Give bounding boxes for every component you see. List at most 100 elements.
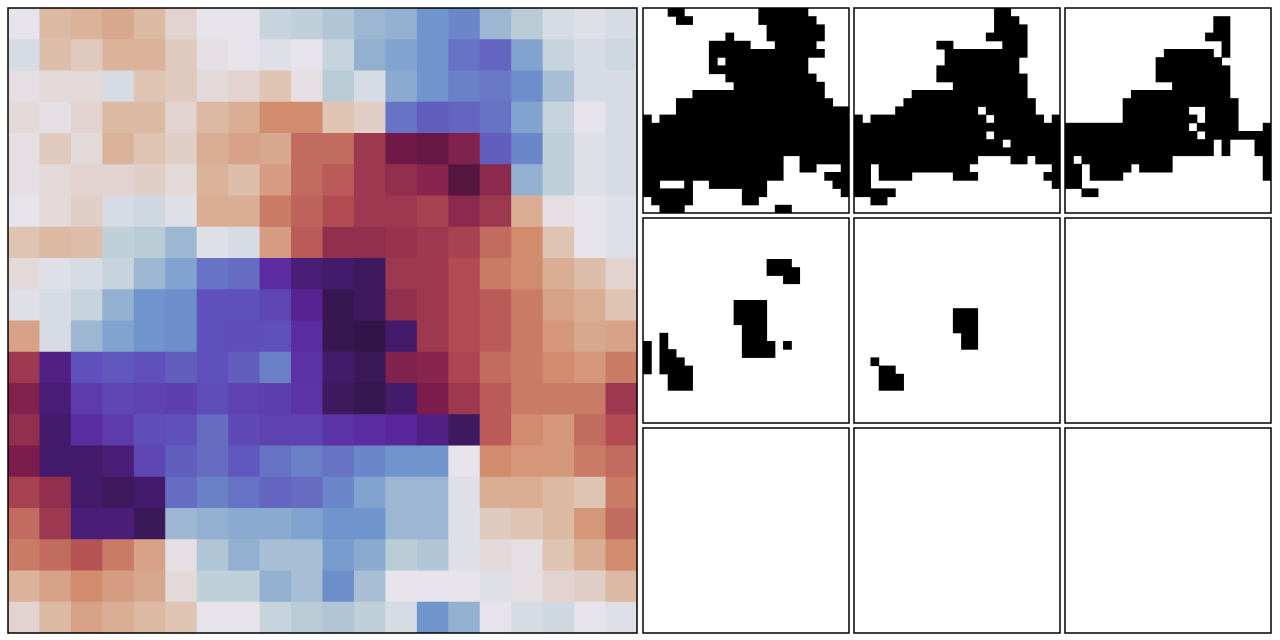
mask-pixel [1139, 114, 1148, 124]
mask-pixel [741, 172, 751, 181]
heatmap-cell [39, 133, 72, 165]
mask-pixel [758, 188, 768, 198]
heatmap-cell [416, 289, 449, 322]
mask-pixel [684, 139, 693, 148]
mask-pixel [733, 122, 743, 132]
heatmap-cell [39, 164, 72, 197]
mask-pixel [791, 32, 801, 42]
mask-pixel [783, 65, 792, 75]
mask-border [1064, 427, 1272, 634]
mask-pixel [783, 40, 792, 50]
heatmap-cell [511, 570, 544, 603]
mask-pixel [651, 147, 660, 157]
mask-pixel [1089, 122, 1099, 132]
mask-pixel [985, 81, 995, 91]
mask-pixel [700, 90, 710, 99]
mask-pixel [1196, 65, 1206, 75]
mask-pixel [758, 106, 768, 116]
mask-pixel [961, 106, 970, 116]
mask-pixel [675, 147, 685, 157]
heatmap-cell [228, 351, 261, 384]
heatmap-cell [511, 601, 544, 634]
mask-pixel [684, 382, 693, 391]
mask-grid [642, 7, 1272, 634]
heatmap-cell [448, 383, 481, 415]
mask-pixel [1010, 122, 1020, 132]
mask-pixel [911, 163, 921, 173]
heatmap-cell [511, 539, 544, 572]
mask-pixel [1163, 147, 1173, 157]
mask-pixel [1180, 139, 1190, 148]
heatmap-cell [448, 445, 481, 478]
mask-pixel [1018, 32, 1028, 42]
heatmap-cell [574, 383, 607, 415]
mask-pixel [903, 131, 913, 140]
mask-pixel [1163, 57, 1173, 66]
mask-pixel [684, 16, 693, 25]
heatmap-cell [8, 320, 41, 353]
mask-pixel [886, 122, 896, 132]
mask-pixel [1097, 147, 1107, 157]
heatmap-cell [574, 570, 607, 603]
heatmap-cell [448, 258, 481, 290]
mask-pixel [1180, 147, 1190, 157]
mask-pixel [1139, 139, 1148, 148]
mask-pixel [1139, 163, 1148, 173]
heatmap-cell [165, 320, 198, 353]
mask-pixel [961, 324, 970, 334]
mask-pixel [977, 122, 987, 132]
mask-pixel [1147, 147, 1157, 157]
heatmap-cell [102, 383, 135, 415]
mask-pixel [684, 180, 693, 189]
heatmap-cell [479, 70, 512, 103]
mask-pixel [750, 122, 759, 132]
mask-pixel [1155, 98, 1165, 107]
mask-pixel [791, 106, 801, 116]
mask-pixel [1002, 81, 1012, 91]
heatmap-cell [228, 39, 261, 72]
mask-pixel [783, 24, 792, 34]
mask-pixel [1130, 139, 1140, 148]
mask-pixel [1051, 172, 1061, 181]
heatmap-cell [605, 539, 638, 572]
mask-pixel [1196, 139, 1206, 148]
mask-pixel [952, 98, 962, 107]
mask-pixel [741, 98, 751, 107]
heatmap-cell [574, 601, 607, 634]
mask-pixel [928, 106, 937, 116]
heatmap-cell [353, 226, 386, 259]
mask-pixel [708, 65, 718, 75]
mask-pixel [977, 147, 987, 157]
mask-pixel [878, 382, 888, 391]
mask-pixel [708, 155, 718, 165]
mask-pixel [766, 147, 776, 157]
mask-pixel [1010, 57, 1020, 66]
heatmap-cell [133, 351, 166, 384]
heatmap-cell [133, 320, 166, 353]
mask-pixel [1089, 139, 1099, 148]
mask-pixel [1180, 114, 1190, 124]
mask-pixel [1106, 147, 1115, 157]
heatmap-cell [165, 164, 198, 197]
mask-pixel [799, 49, 809, 58]
mask-pixel [903, 155, 913, 165]
mask-pixel [952, 139, 962, 148]
heatmap-cell [8, 539, 41, 572]
mask-pixel [774, 163, 784, 173]
heatmap-cell [8, 414, 41, 447]
heatmap-cell [259, 508, 292, 540]
mask-pixel [919, 106, 929, 116]
heatmap-cell [385, 226, 418, 259]
mask-pixel [692, 139, 702, 148]
mask-pixel [758, 316, 768, 326]
heatmap-cell [542, 133, 575, 165]
mask-panel [853, 217, 1061, 424]
mask-pixel [1081, 139, 1091, 148]
mask-pixel [741, 316, 751, 326]
mask-pixel [675, 131, 685, 140]
mask-pixel [944, 131, 954, 140]
mask-pixel [758, 300, 768, 309]
heatmap-cell [322, 351, 355, 384]
mask-pixel [952, 122, 962, 132]
heatmap-cell [605, 508, 638, 540]
